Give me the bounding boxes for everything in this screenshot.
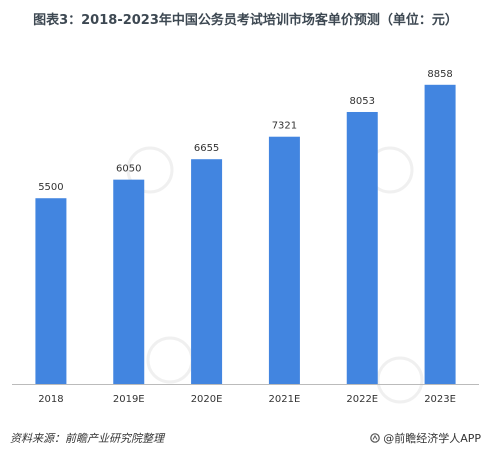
- brand-logo-icon: [370, 433, 381, 443]
- bar-2022E: [346, 111, 378, 385]
- data-label-2020E: 6655: [194, 143, 219, 154]
- x-tick-labels: 2018 2019E 2020E 2021E 2022E 2023E: [38, 394, 456, 405]
- chart-title: 图表3：2018-2023年中国公务员考试培训市场客单价预测（单位：元）: [33, 13, 458, 28]
- tick-label-2020E: 2020E: [191, 394, 223, 405]
- watermark-mark: [376, 356, 424, 404]
- data-label-2018: 5500: [38, 182, 63, 193]
- bars: [35, 84, 456, 385]
- tick-label-2023E: 2023E: [424, 394, 456, 405]
- bar-2019E: [113, 179, 145, 384]
- watermark-mark: [126, 146, 174, 194]
- source-note: 资料来源：前瞻产业研究院整理: [10, 432, 164, 445]
- data-labels: 5500 6050 6655 7321 8053 8858: [38, 69, 453, 193]
- bar-2021E: [268, 136, 300, 384]
- tick-label-2021E: 2021E: [269, 394, 301, 405]
- data-label-2023E: 8858: [427, 69, 452, 80]
- brand-text: @前瞻经济学人APP: [383, 432, 481, 445]
- bar-2023E: [424, 84, 456, 384]
- tick-label-2019E: 2019E: [113, 394, 145, 405]
- tick-label-2022E: 2022E: [346, 394, 378, 405]
- bar-2020E: [191, 159, 223, 384]
- data-label-2019E: 6050: [116, 164, 141, 175]
- data-label-2021E: 7321: [272, 121, 297, 132]
- brand-credit: @前瞻经济学人APP: [370, 430, 481, 446]
- bar-2018: [35, 198, 67, 384]
- tick-label-2018: 2018: [38, 394, 63, 405]
- watermark-mark: [146, 336, 194, 384]
- data-label-2022E: 8053: [350, 96, 375, 107]
